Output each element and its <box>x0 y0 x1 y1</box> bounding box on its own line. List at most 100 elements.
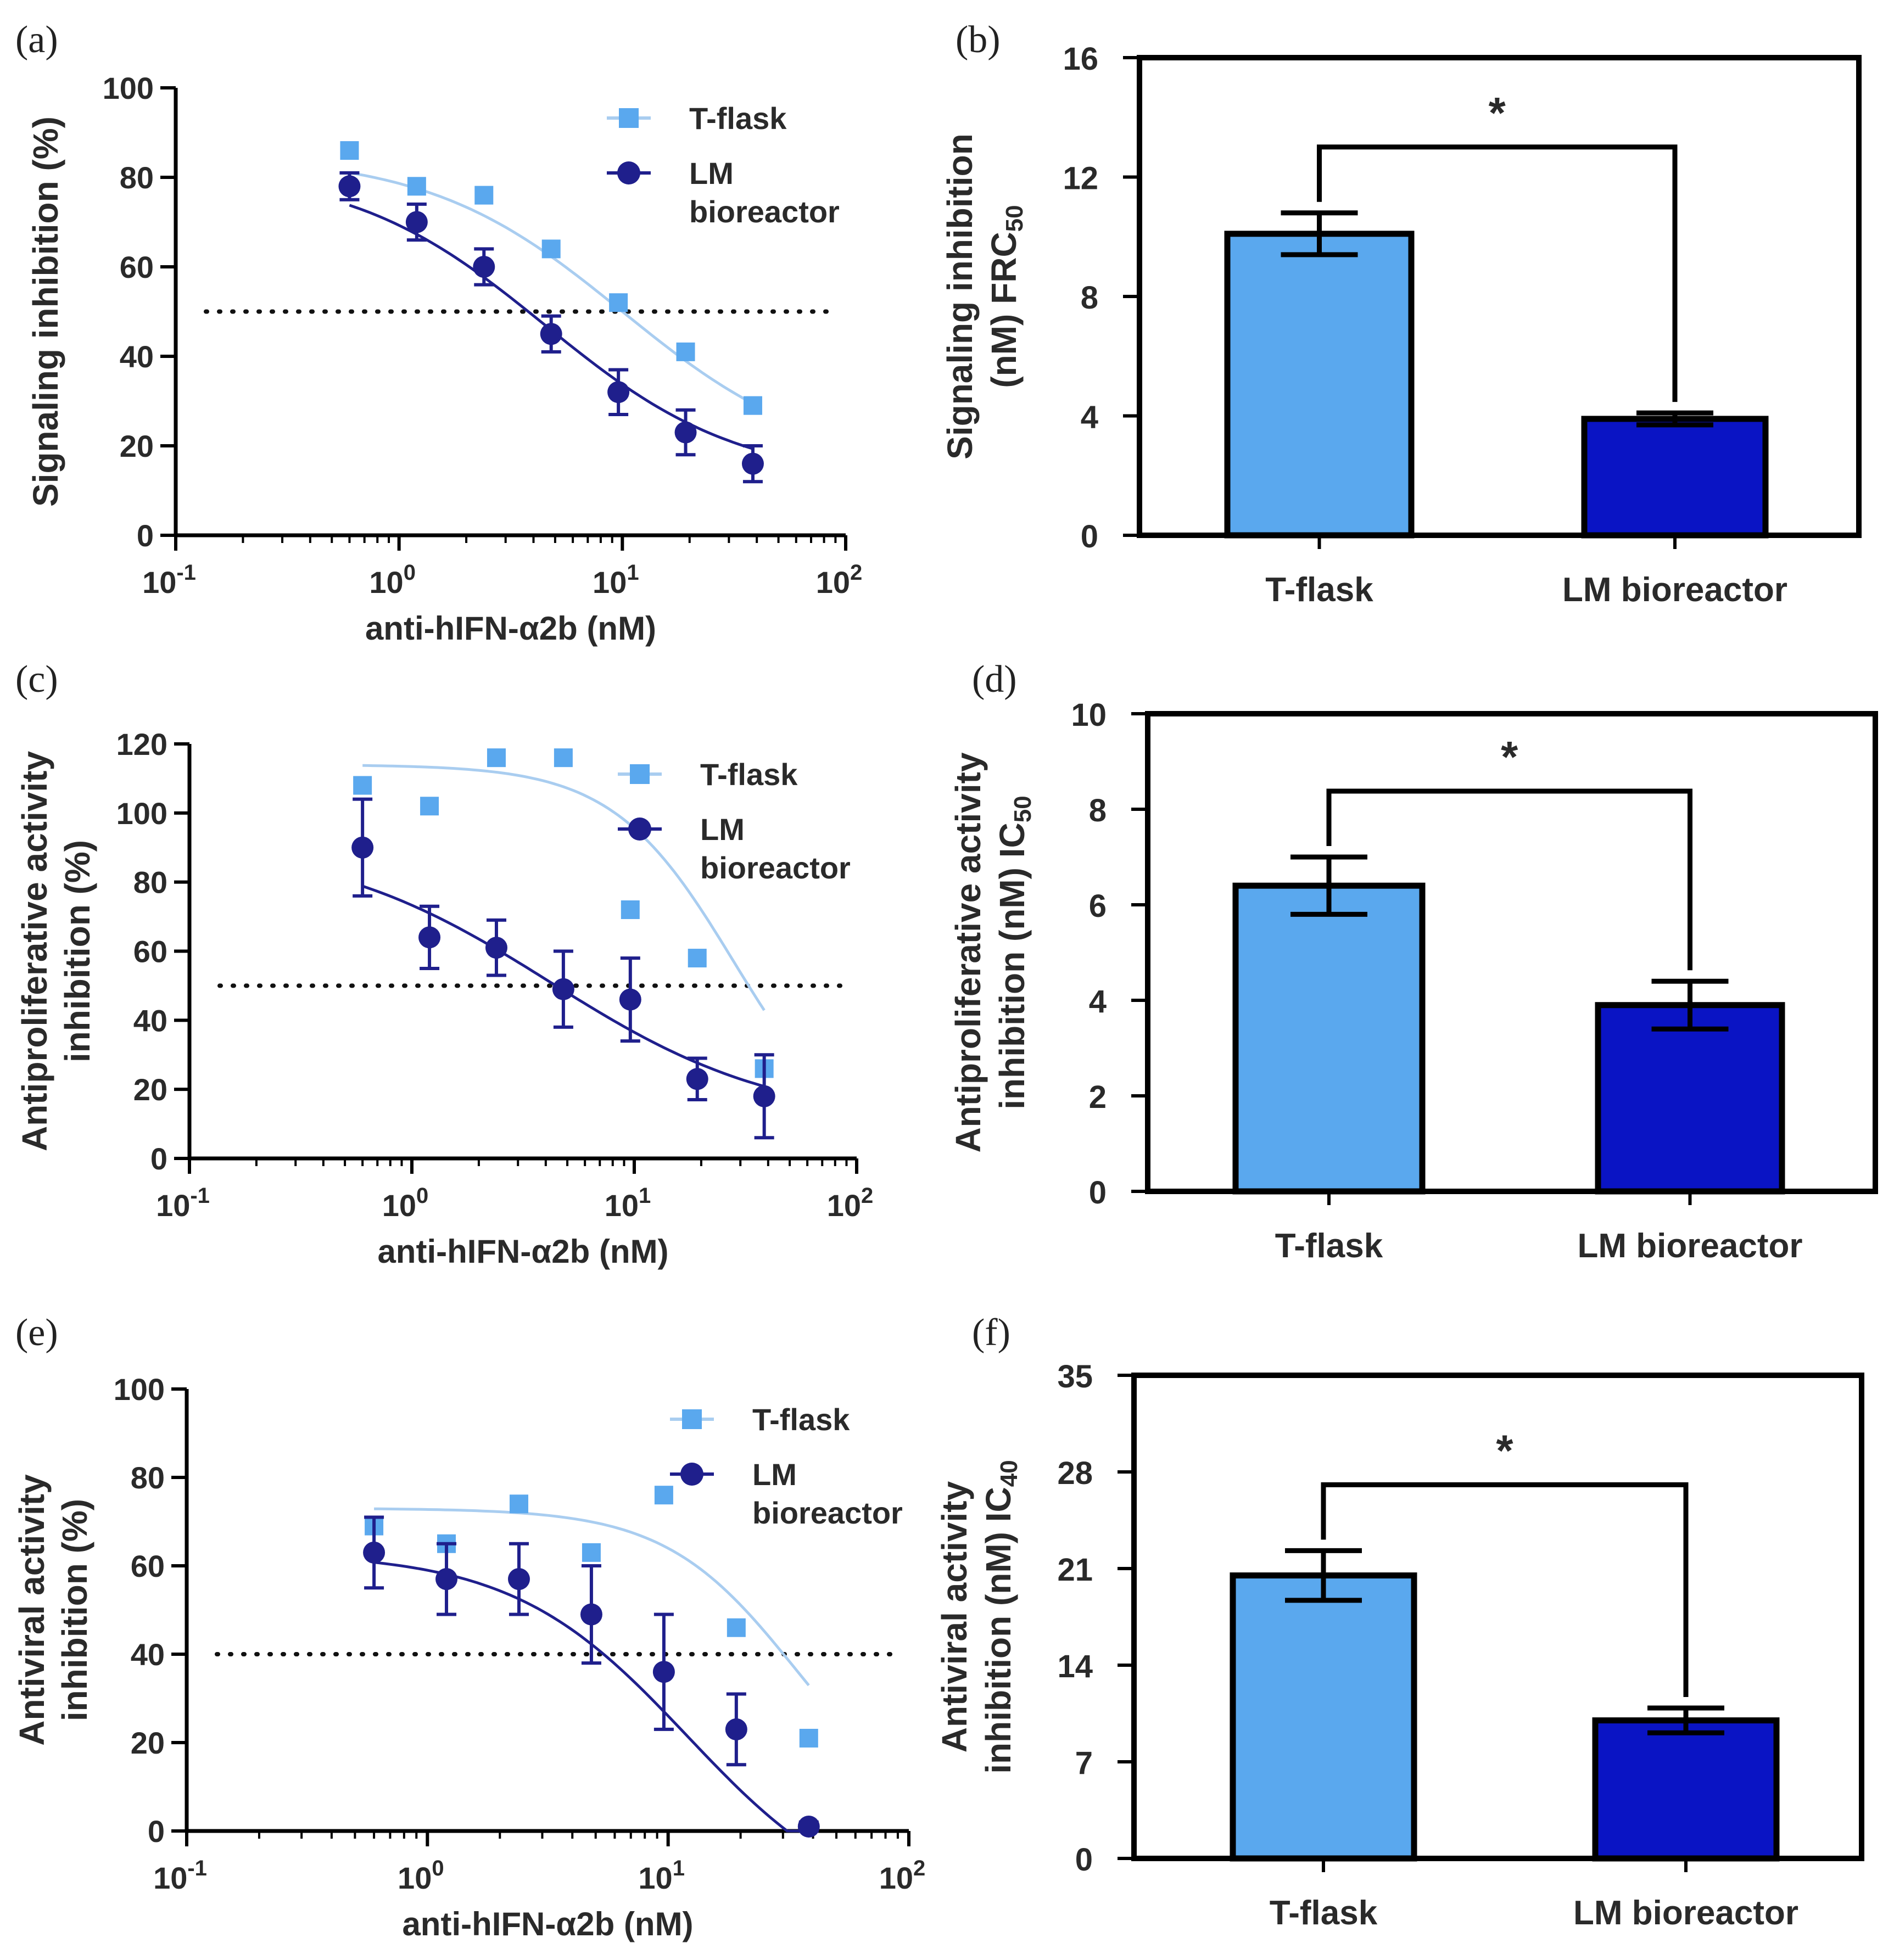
y-tick-label: 12 <box>1063 161 1098 197</box>
x-category-label: T-flask <box>1265 571 1373 609</box>
y-tick-label: 40 <box>131 1637 165 1672</box>
x-tick-label: 100 <box>398 1856 444 1895</box>
y-tick-label: 21 <box>1057 1552 1093 1588</box>
legend-label: LM bioreactor <box>689 156 840 229</box>
data-point-lm <box>552 978 574 1000</box>
y-axis-label-text: inhibition (nM) IC <box>992 822 1032 1110</box>
data-point-tflask <box>621 900 640 919</box>
data-point-lm <box>405 211 428 233</box>
panel-label: (c) <box>15 658 58 701</box>
legend-label-line: bioreactor <box>700 850 851 885</box>
significance-star: * <box>1501 732 1518 781</box>
y-tick-label: 100 <box>103 71 154 105</box>
data-point-lm <box>473 256 495 278</box>
data-point-lm <box>363 1541 385 1564</box>
x-tick-base: 10 <box>153 1861 187 1895</box>
data-point-lm <box>580 1603 602 1626</box>
y-tick-label: 8 <box>1081 280 1098 316</box>
x-tick-base: 10 <box>816 565 850 600</box>
legend-marker <box>682 1409 702 1429</box>
y-axis-label-text: Antiproliferative activity <box>948 752 988 1153</box>
x-tick-exponent: 1 <box>673 1856 685 1880</box>
data-point-tflask <box>340 141 359 160</box>
data-point-tflask <box>509 1494 528 1514</box>
panel-label: (b) <box>956 19 1001 61</box>
y-axis-label-subscript: 50 <box>1001 205 1028 232</box>
data-point-lm <box>507 1568 530 1591</box>
legend-label: T-flask <box>700 757 798 792</box>
x-axis-label: anti-hIFN-α2b (nM) <box>402 1906 693 1942</box>
y-tick-label: 40 <box>133 1003 167 1038</box>
bar-lm-bioreactor <box>1595 1002 1785 1195</box>
legend-marker <box>628 817 651 841</box>
x-tick-label: 100 <box>382 1184 429 1223</box>
data-point-tflask <box>654 1486 673 1505</box>
y-tick-label: 2 <box>1089 1079 1107 1115</box>
data-point-lm <box>619 988 641 1011</box>
y-axis-label-subscript: 40 <box>996 1460 1023 1487</box>
y-tick-label: 60 <box>133 934 167 969</box>
x-tick-label: 101 <box>605 1184 651 1223</box>
y-axis-label-line: inhibition (nM) IC40 <box>979 1460 1023 1773</box>
y-tick-label: 7 <box>1075 1745 1093 1781</box>
y-tick-label: 35 <box>1057 1359 1093 1395</box>
bar-chart-2: (d) 0 2 4 6 8 10 Antiproliferative activity inhi… <box>948 658 1878 1265</box>
fit-curve-tflask <box>362 764 766 1011</box>
y-axis-label-line: Antiproliferative activity <box>948 752 988 1153</box>
x-category-label: LM bioreactor <box>1578 1227 1803 1265</box>
panel-label: (a) <box>15 19 58 61</box>
plot-frame <box>1145 711 1878 1194</box>
data-point-lm <box>485 937 507 959</box>
data-point-tflask <box>688 949 707 968</box>
y-tick-label: 100 <box>116 796 167 831</box>
plot-frame <box>1131 1373 1864 1861</box>
y-tick-label: 120 <box>116 727 167 761</box>
data-point-lm <box>435 1568 458 1591</box>
bar-chart-3: (f) 0 7 14 21 28 35 Antiviral activity inhibitio… <box>935 1312 1864 1932</box>
bar-tflask <box>1232 882 1426 1195</box>
significance-bracket <box>1326 788 1692 971</box>
significance-bracket <box>1321 1482 1689 1697</box>
legend-label-line: LM <box>752 1457 797 1492</box>
panel-label: (e) <box>15 1312 58 1354</box>
x-category-label: LM bioreactor <box>1562 571 1787 609</box>
data-point-tflask <box>676 342 695 361</box>
data-point-lm <box>686 1068 708 1090</box>
legend-label-line: T-flask <box>752 1402 850 1437</box>
y-tick-label: 60 <box>120 250 154 284</box>
y-axis-label-line: inhibition (%) <box>55 1499 94 1721</box>
significance-star: * <box>1489 88 1506 137</box>
legend-marker <box>619 108 639 128</box>
x-tick-exponent: 2 <box>850 561 862 585</box>
legend-label-line: T-flask <box>700 757 798 792</box>
data-point-tflask <box>582 1543 601 1562</box>
fit-curve-tflask <box>374 1507 810 1687</box>
data-point-lm <box>674 421 697 444</box>
data-point-tflask <box>474 186 494 205</box>
y-tick-label: 80 <box>133 865 167 900</box>
x-axis-label: anti-hIFN-α2b (nM) <box>365 610 656 647</box>
y-axis-label-line: Signaling inhibition <box>940 133 980 460</box>
y-axis-label-line: inhibition (%) <box>58 840 97 1062</box>
significance-bracket <box>1317 144 1678 402</box>
y-tick-label: 14 <box>1057 1649 1093 1684</box>
x-category-label: T-flask <box>1275 1227 1383 1265</box>
y-axis-label-line: inhibition (nM) IC50 <box>992 796 1036 1109</box>
x-tick-base: 10 <box>593 565 627 600</box>
y-tick-label: 100 <box>114 1372 165 1407</box>
data-point-tflask <box>743 396 762 415</box>
x-category-label: LM bioreactor <box>1573 1894 1798 1932</box>
x-tick-label: 102 <box>816 561 863 600</box>
legend-label: LM bioreactor <box>752 1457 903 1530</box>
y-tick-label: 20 <box>131 1726 165 1760</box>
y-tick-label: 0 <box>150 1141 167 1176</box>
y-tick-label: 4 <box>1089 984 1107 1020</box>
x-tick-label: 10-1 <box>156 1184 210 1223</box>
data-point-tflask <box>727 1618 746 1637</box>
data-point-tflask <box>353 776 372 795</box>
data-point-tflask <box>554 748 573 768</box>
legend-label: T-flask <box>752 1402 850 1437</box>
